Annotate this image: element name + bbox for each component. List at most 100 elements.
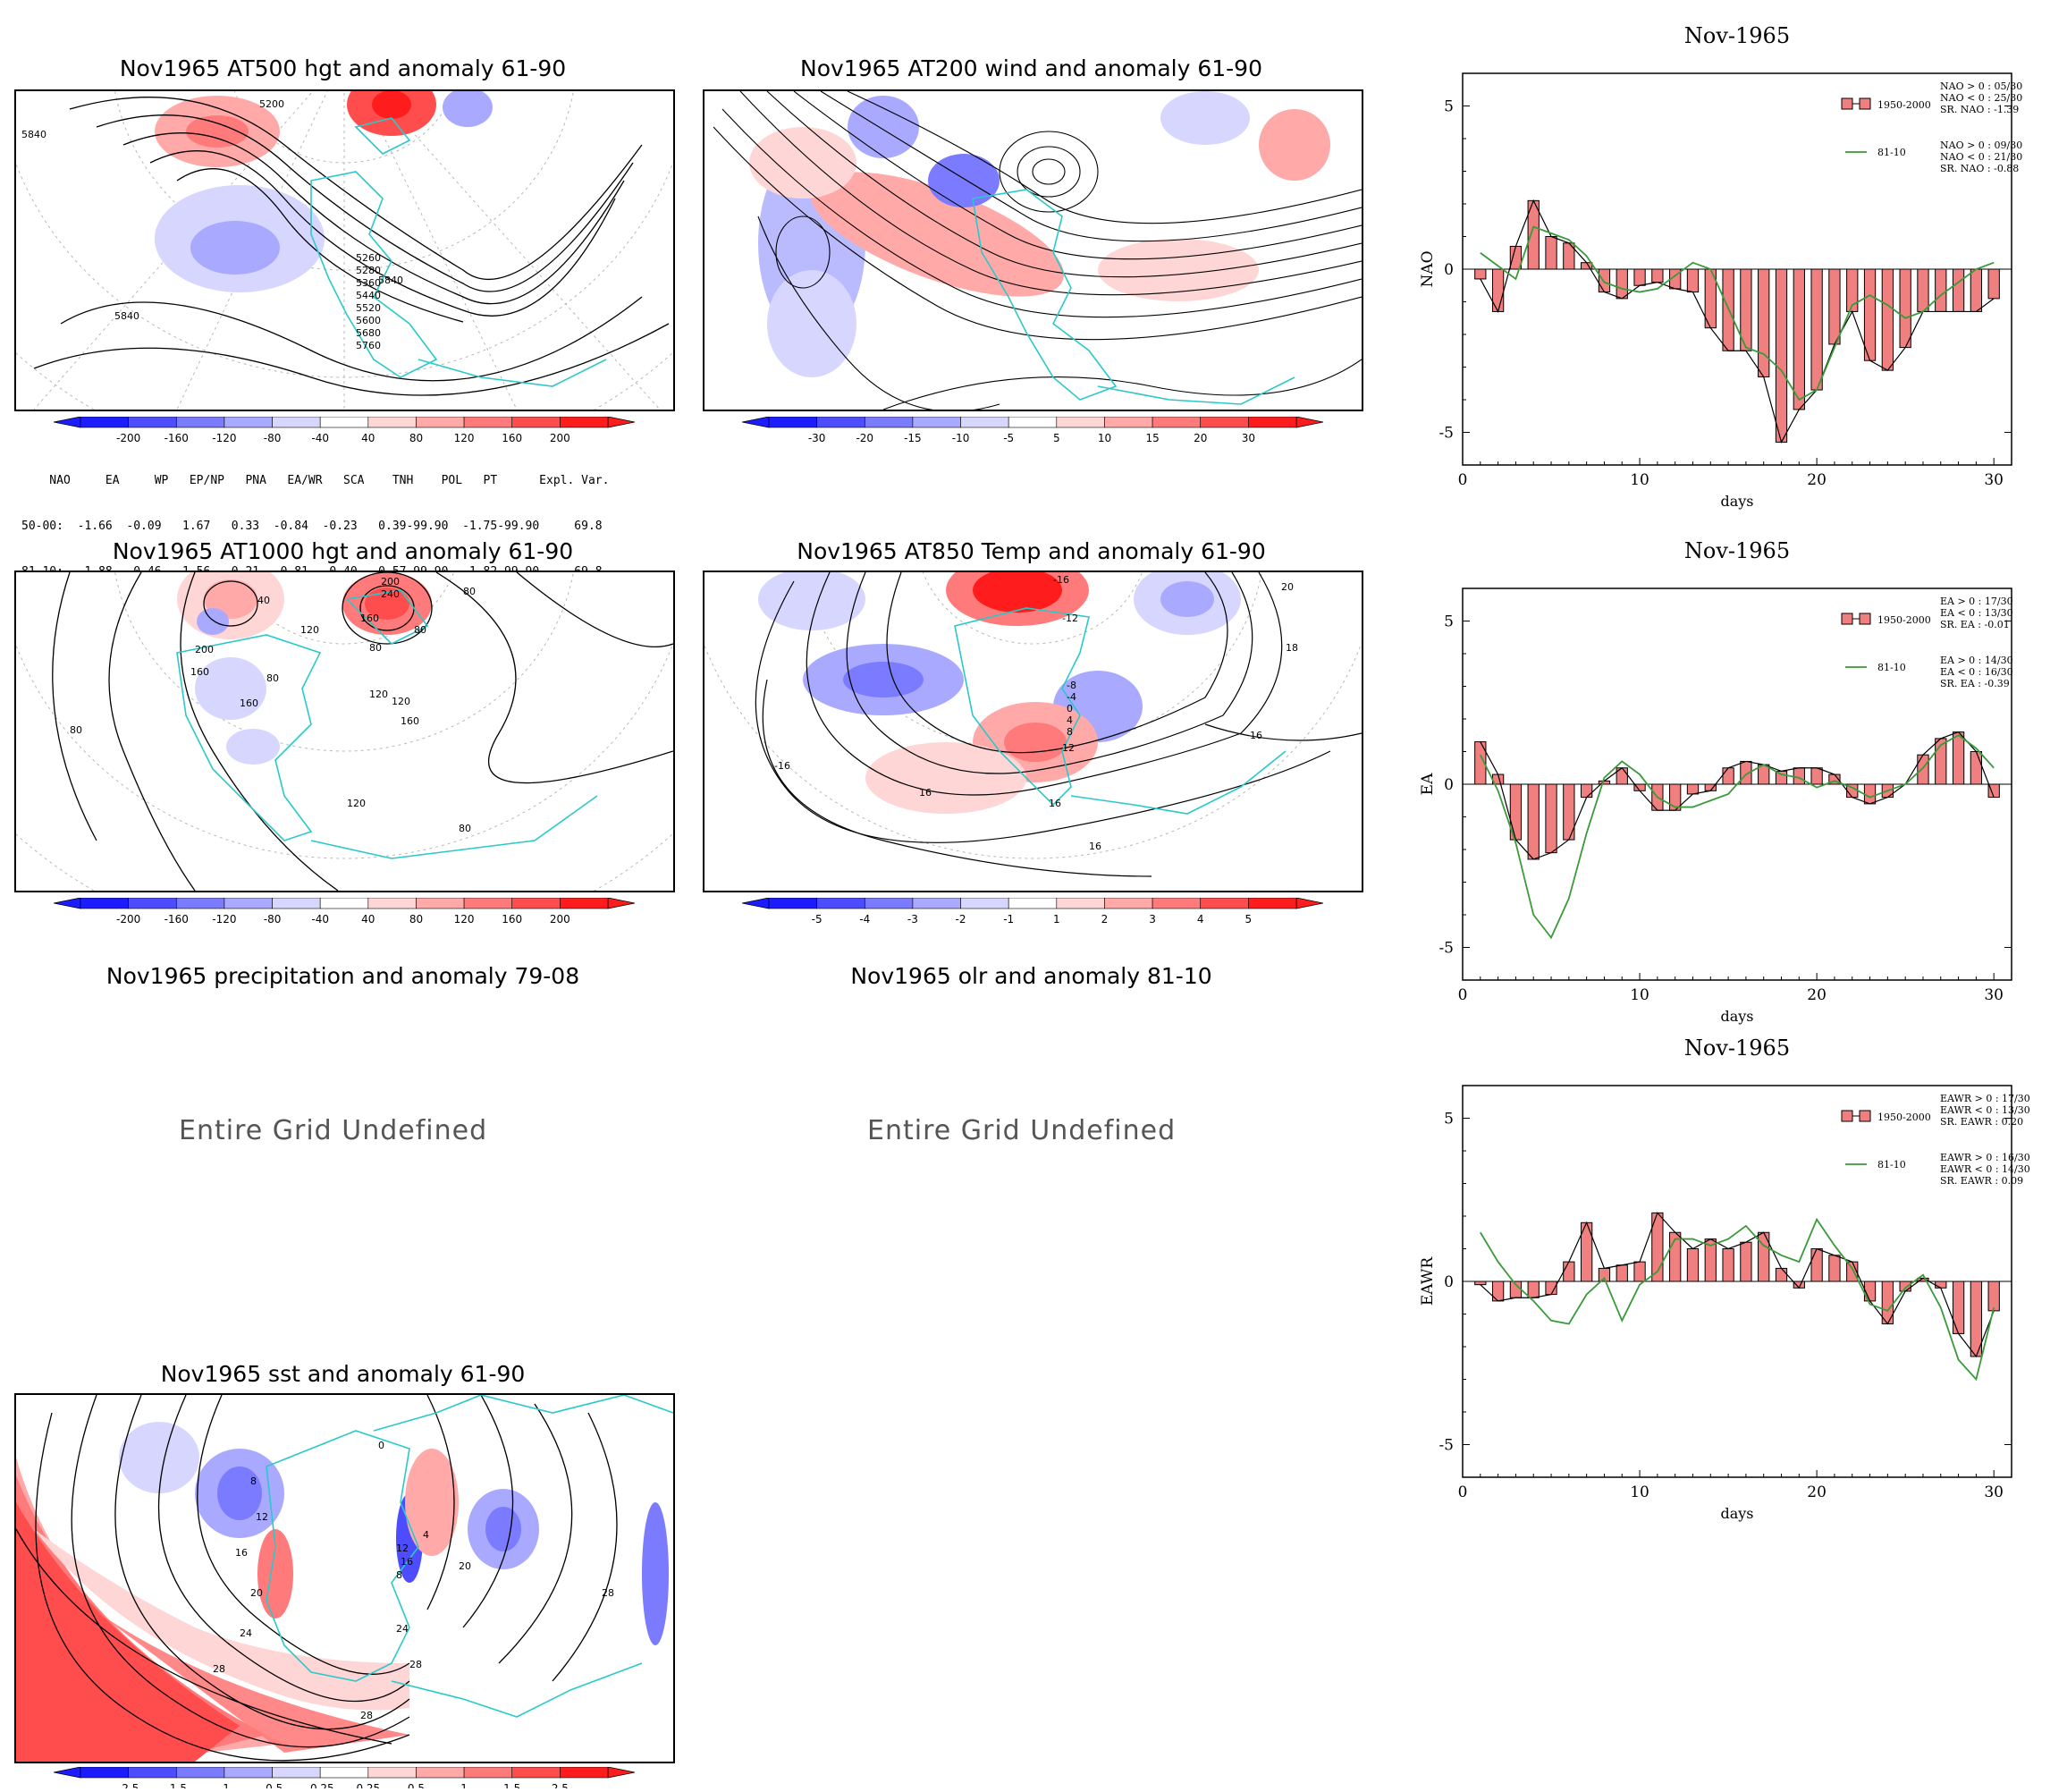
eawr-chart-bar-10 [1633,1261,1646,1282]
at500-map-graphic: 5840 5200 5260 5280 5360 5440 5520 5600 … [16,91,673,410]
at500-colorbar: -200 -160 -120 -80 -40 40 80 120 160 200 [53,416,636,447]
at850-colorbar-swatch-7 [1104,897,1153,909]
at500-label-4: 5360 [356,277,381,289]
ea-chart-xtick-label-0: 0 [1458,986,1468,1004]
nao-chart-bar-5 [1545,236,1557,270]
sst-label-0: 8 [250,1475,257,1487]
at850-label-4: 0 [1067,703,1073,714]
at200-colorbar-label-0: -30 [808,432,826,444]
sst-colorbar-swatch-5 [319,1766,369,1779]
eawr-chart-xtick-label-1: 10 [1630,1483,1649,1501]
ea-chart-legend-bar-swatch-b [1859,613,1871,625]
ea-chart-legend-bar-stat-0: EA > 0 : 17/30 [1940,596,2013,607]
at500-label-11: 5840 [114,310,139,322]
at500-colorbar-arrow-right [607,416,636,428]
ea-chart-legend-line-stat-0: EA > 0 : 14/30 [1940,655,2013,666]
at850-colorbar-label-6: 2 [1101,913,1109,926]
at500-label-9: 5760 [356,340,381,351]
at850-colorbar-label-7: 3 [1149,913,1156,926]
at1000-colorbar-swatch-5 [319,897,369,909]
at850-label-1: -12 [1062,613,1078,624]
ea-chart-legend-bar-stat-2: SR. EA : -0.01 [1940,619,2010,630]
at1000-label-2: 160 [360,613,379,624]
at850-colorbar-label-5: 1 [1053,913,1060,926]
at1000-label-15: 80 [459,823,471,834]
at200-colorbar-arrow-left [741,416,770,428]
at850-title: Nov1965 AT850 Temp and anomaly 61-90 [797,538,1266,564]
at200-colorbar-swatch-8 [1152,416,1202,428]
at500-colorbar-label-5: 40 [361,432,375,444]
sst-colorbar-label-7: 1 [460,1782,468,1788]
sst-colorbar-arrow-left [53,1766,81,1779]
eawr-chart-line-series [1480,1217,1995,1382]
nao-chart-bar-1 [1474,268,1487,280]
eawr-chart-bar-30 [1987,1281,2000,1312]
sst-colorbar-swatch-3 [224,1766,273,1779]
at1000-colorbar-swatch-4 [272,897,321,909]
nao-chart-legend-line-stat-1: NAO < 0 : 21/30 [1940,151,2022,163]
ea-chart-ylabel: EA [1419,773,1437,795]
ea-chart-legend-line-stat-1: EA < 0 : 16/30 [1940,666,2013,678]
at500-colorbar-label-7: 120 [454,432,475,444]
nao-chart-bar-30 [1987,268,2000,300]
at200-colorbar-label-9: 30 [1242,432,1255,444]
ea-chart-bar-23 [1863,783,1877,805]
at200-colorbar-label-8: 20 [1194,432,1207,444]
at1000-label-1: 240 [381,588,400,600]
at1000-colorbar-swatch-7 [416,897,465,909]
ea-chart-svg: Nov-1965 5 0 -5 0 10 20 30 days EA 1950-2000 EA > 0… [1419,538,2013,1025]
eawr-chart-bar-20 [1810,1248,1823,1282]
eawr-chart-bar-27 [1935,1281,1947,1289]
at1000-label-10: 200 [195,644,214,655]
at200-colorbar-svg: -30 -20 -15 -10 -5 5 10 15 20 30 [741,416,1324,444]
ea-chart-ytick-label-1: 0 [1444,776,1454,794]
at500-label-3: 5280 [356,265,381,276]
ea-chart-xtick-label-2: 20 [1807,986,1827,1004]
sst-label-8: 20 [459,1560,471,1572]
at1000-colorbar-label-4: -40 [311,913,329,926]
eawr-chart-bar-9 [1616,1264,1628,1282]
ea-chart-xtick-label-1: 10 [1630,986,1649,1004]
ea-chart-bar-4 [1527,783,1540,860]
eawr-chart-legend-bar-swatch-a [1841,1110,1853,1122]
sst-colorbar-swatch-6 [367,1766,417,1779]
at850-colorbar-label-4: -1 [1003,913,1014,926]
at200-colorbar-swatch-3 [912,416,961,428]
at1000-label-14: 80 [463,586,476,597]
ea-chart-title: Nov-1965 [1684,538,1790,563]
at850-label-12: 18 [1286,642,1298,654]
at500-colorbar-swatch-4 [272,416,321,428]
at850-colorbar-swatch-8 [1152,897,1202,909]
eawr-chart-svg: Nov-1965 5 0 -5 0 10 20 30 days EAWR 1950-2000 EAWR… [1419,1035,2030,1522]
nao-chart-bar-8 [1598,268,1611,293]
at500-colorbar-swatch-5 [319,416,369,428]
at1000-colorbar-swatch-8 [463,897,513,909]
at850-label-7: 12 [1062,742,1075,754]
sst-map-graphic: 8 12 16 20 24 28 28 24 20 16 12 8 4 0 28… [16,1395,673,1762]
at500-colorbar-label-0: -200 [116,432,140,444]
nao-chart-ytick-label-1: 0 [1444,261,1454,279]
at200-colorbar-label-5: 5 [1053,432,1060,444]
at1000-label-3: 80 [414,624,426,636]
at1000-colorbar-arrow-left [53,897,81,909]
ea-chart-bar-13 [1686,783,1700,795]
at1000-label-5: 120 [300,624,319,636]
at500-colorbar-label-9: 200 [550,432,570,444]
nao-chart-legend-bar-stat-2: SR. NAO : -1.39 [1940,104,2019,115]
nao-chart-legend-bar-stat-0: NAO > 0 : 05/30 [1940,80,2022,92]
nao-chart-legend-line-stat-0: NAO > 0 : 09/30 [1940,139,2022,151]
at1000-colorbar-swatch-0 [80,897,129,909]
at850-colorbar-swatch-6 [1056,897,1105,909]
ea-chart-xlabel: days [1720,1008,1753,1025]
eawr-chart-xtick-label-3: 30 [1984,1483,2004,1501]
at500-colorbar-label-1: -160 [165,432,189,444]
nao-chart-xtick-label-2: 20 [1807,471,1827,489]
at200-colorbar-label-2: -15 [904,432,922,444]
nao-chart-bar-13 [1686,268,1700,293]
nao-chart-bar-27 [1935,268,1947,312]
eawr-chart-bar-21 [1828,1255,1841,1282]
at1000-label-9: 80 [266,672,279,684]
eawr-chart-xtick-label-0: 0 [1458,1483,1468,1501]
nao-chart-bar-19 [1793,268,1805,410]
eawr-chart-bar-15 [1722,1248,1734,1282]
